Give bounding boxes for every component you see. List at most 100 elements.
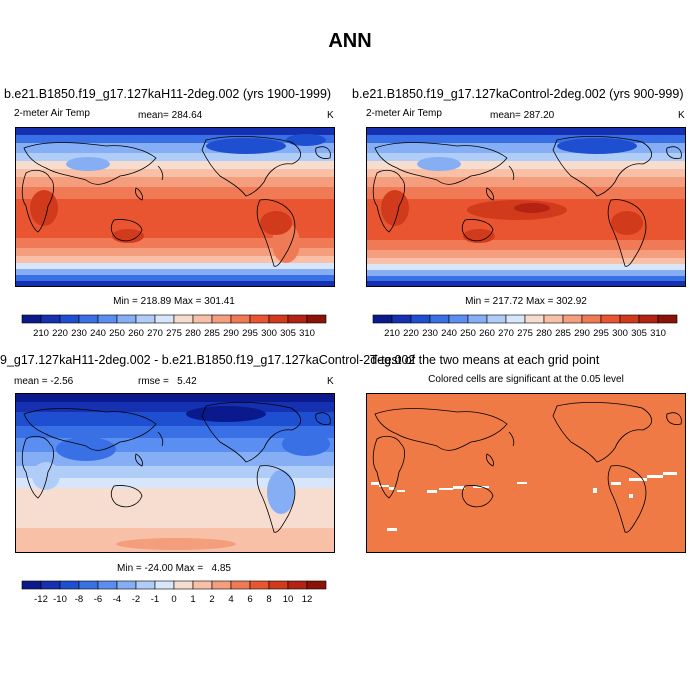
colorbar-tick-label: 220 <box>52 328 68 339</box>
colorbar-tick-label: 305 <box>280 328 296 339</box>
colorbar-tick-label: 270 <box>147 328 163 339</box>
colorbar-absolute-right: 210 220 230 240 250 260 270 275 280 285 290 295 300 3… <box>372 314 678 339</box>
colorbar-tick-label: 230 <box>71 328 87 339</box>
colorbar-swatch <box>78 580 99 590</box>
panel-2-units-label: K <box>678 110 685 121</box>
panel-2-title: b.e21.B1850.f19_g17.127kaControl-2deg.00… <box>352 87 684 101</box>
colorbar-tick-label: -1 <box>151 594 159 605</box>
colorbar-tick-label: 280 <box>185 328 201 339</box>
significance-field <box>367 394 685 552</box>
colorbar-swatch <box>505 314 526 324</box>
colorbar-swatch <box>467 314 488 324</box>
colorbar-swatch <box>211 314 232 324</box>
colorbar-swatch <box>230 314 251 324</box>
colorbar-swatch <box>154 314 175 324</box>
panel-2-variable-label: 2-meter Air Temp <box>366 108 442 119</box>
colorbar-tick-label: 1 <box>190 594 195 605</box>
colorbar-swatch <box>173 580 194 590</box>
colorbar-tick-label: 275 <box>517 328 533 339</box>
colorbar-tick-label: 310 <box>650 328 666 339</box>
colorbar-swatch <box>448 314 469 324</box>
colorbar-swatch <box>116 580 137 590</box>
panel-3-minmax: Min = -24.00 Max = 4.85 <box>117 563 231 574</box>
colorbar-tick-label: 295 <box>593 328 609 339</box>
colorbar-tick-label: 240 <box>90 328 106 339</box>
colorbar-swatch <box>192 580 213 590</box>
colorbar-swatch <box>135 580 156 590</box>
colorbar-swatch <box>268 580 289 590</box>
colorbar-tick-label: 0 <box>171 594 176 605</box>
panel-1-minmax: Min = 218.89 Max = 301.41 <box>113 296 235 307</box>
temperature-field <box>16 128 334 286</box>
colorbar-swatch <box>287 314 308 324</box>
panel-3-units-label: K <box>327 376 334 387</box>
colorbar-swatch <box>40 580 61 590</box>
colorbar-tick-label: 285 <box>555 328 571 339</box>
colorbar-tick-label: -10 <box>53 594 67 605</box>
colorbar-tick-label: 270 <box>498 328 514 339</box>
colorbar-tick-label: 8 <box>266 594 271 605</box>
colorbar-swatch <box>391 314 412 324</box>
colorbar-tick-label: 250 <box>460 328 476 339</box>
colorbar-swatch <box>116 314 137 324</box>
colorbar-tick-label: 305 <box>631 328 647 339</box>
colorbar-swatch <box>657 314 678 324</box>
coastlines <box>372 401 682 533</box>
colorbar-swatch <box>154 580 175 590</box>
coastlines <box>372 135 682 267</box>
colorbar-swatch <box>306 580 327 590</box>
panel-1-units-label: K <box>327 110 334 121</box>
colorbar-swatch <box>306 314 327 324</box>
colorbar-difference: -12 -10 -8 -6 -4 -2 -1 0 1 2 4 6 8 10 12 <box>21 580 327 605</box>
colorbar-swatch <box>581 314 602 324</box>
colorbar-swatch <box>429 314 450 324</box>
colorbar-tick-label: 230 <box>422 328 438 339</box>
panel-3-map <box>15 393 335 553</box>
colorbar-swatch <box>59 580 80 590</box>
panel-2-map <box>366 127 686 287</box>
colorbar-tick-label: 290 <box>223 328 239 339</box>
panel-1-variable-label: 2-meter Air Temp <box>14 108 90 119</box>
panel-4-title: T-test of the two means at each grid poi… <box>370 353 600 367</box>
colorbar-tick-label: -2 <box>132 594 140 605</box>
colorbar-tick-label: 210 <box>384 328 400 339</box>
coastlines <box>21 401 331 533</box>
colorbar-swatch <box>486 314 507 324</box>
colorbar-swatch <box>211 580 232 590</box>
colorbar-tick-label: 275 <box>166 328 182 339</box>
colorbar-tick-label: 240 <box>441 328 457 339</box>
colorbar-swatch <box>192 314 213 324</box>
colorbar-swatch <box>372 314 393 324</box>
colorbar-swatch <box>230 580 251 590</box>
colorbar-tick-label: 210 <box>33 328 49 339</box>
panel-1-title: b.e21.B1850.f19_g17.127kaH11-2deg.002 (y… <box>4 87 332 101</box>
colorbar-tick-label: 4 <box>228 594 233 605</box>
colorbar-tick-label: 220 <box>403 328 419 339</box>
colorbar-swatch <box>59 314 80 324</box>
colorbar-swatch <box>600 314 621 324</box>
panel-3-rmse-label: rmse = 5.42 <box>138 376 197 387</box>
colorbar-tick-label: -12 <box>34 594 48 605</box>
panel-1-map <box>15 127 335 287</box>
colorbar-tick-label: 2 <box>209 594 214 605</box>
non-significant-cells <box>371 472 677 531</box>
colorbar-absolute-left: 210 220 230 240 250 260 270 275 280 285 290 295 300 3… <box>21 314 327 339</box>
panel-4-subtitle: Colored cells are significant at the 0.0… <box>428 374 624 385</box>
page-title: ANN <box>328 30 372 52</box>
colorbar-tick-label: 290 <box>574 328 590 339</box>
colorbar-swatch <box>135 314 156 324</box>
colorbar-swatch <box>97 580 118 590</box>
colorbar-tick-label: -8 <box>75 594 83 605</box>
colorbar-swatch <box>21 314 42 324</box>
colorbar-swatch <box>249 314 270 324</box>
colorbar-swatch <box>40 314 61 324</box>
colorbar-tick-label: 280 <box>536 328 552 339</box>
colorbar-tick-label: 6 <box>247 594 252 605</box>
colorbar-tick-label: 310 <box>299 328 315 339</box>
colorbar-tick-label: -6 <box>94 594 102 605</box>
colorbar-swatch <box>410 314 431 324</box>
panel-2-minmax: Min = 217.72 Max = 302.92 <box>465 296 587 307</box>
panel-3-title: 9_g17.127kaH11-2deg.002 - b.e21.B1850.f1… <box>0 353 416 367</box>
panel-3-mean-label: mean = -2.56 <box>14 376 74 387</box>
colorbar-tick-label: 300 <box>261 328 277 339</box>
